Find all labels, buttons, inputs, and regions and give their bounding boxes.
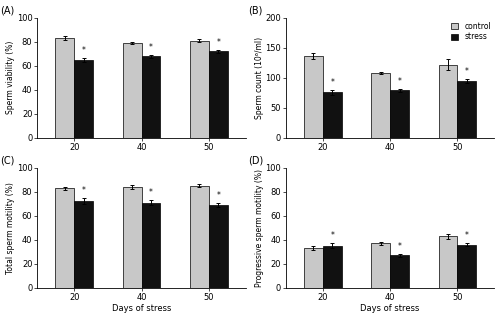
Bar	[438, 236, 458, 288]
Bar	[390, 90, 409, 138]
Text: *: *	[465, 67, 469, 76]
Text: *: *	[330, 232, 334, 241]
Bar	[74, 60, 93, 138]
Bar	[142, 56, 161, 138]
Bar	[74, 202, 93, 288]
Bar	[190, 186, 209, 288]
Text: *: *	[149, 43, 153, 52]
Text: *: *	[330, 78, 334, 87]
Y-axis label: Sperm count (10⁶/ml): Sperm count (10⁶/ml)	[255, 37, 264, 119]
X-axis label: Days of stress: Days of stress	[360, 304, 420, 314]
Text: (A): (A)	[0, 5, 14, 15]
Bar	[323, 246, 342, 288]
Text: *: *	[82, 187, 86, 196]
Y-axis label: Progressive sperm motility (%): Progressive sperm motility (%)	[255, 169, 264, 287]
Bar	[438, 64, 458, 138]
Bar	[458, 245, 476, 288]
Text: (D): (D)	[248, 156, 264, 166]
Bar	[190, 41, 209, 138]
Bar	[56, 188, 74, 288]
Text: (C): (C)	[0, 156, 14, 166]
X-axis label: Days of stress: Days of stress	[112, 304, 171, 314]
Bar	[304, 56, 323, 138]
Bar	[142, 203, 161, 288]
Text: (B): (B)	[248, 5, 262, 15]
Text: *: *	[216, 191, 220, 200]
Legend: control, stress: control, stress	[449, 20, 492, 43]
Text: *: *	[149, 188, 153, 197]
Bar	[56, 38, 74, 138]
Text: *: *	[398, 242, 402, 251]
Bar	[209, 51, 228, 138]
Text: *: *	[82, 46, 86, 55]
Bar	[122, 43, 142, 138]
Bar	[372, 243, 390, 288]
Bar	[323, 92, 342, 138]
Bar	[209, 205, 228, 288]
Text: *: *	[398, 77, 402, 86]
Bar	[372, 73, 390, 138]
Bar	[458, 81, 476, 138]
Text: *: *	[465, 231, 469, 240]
Bar	[122, 187, 142, 288]
Bar	[304, 248, 323, 288]
Text: *: *	[216, 38, 220, 47]
Y-axis label: Sperm viability (%): Sperm viability (%)	[6, 41, 16, 115]
Bar	[390, 256, 409, 288]
Y-axis label: Total sperm motility (%): Total sperm motility (%)	[6, 182, 16, 274]
